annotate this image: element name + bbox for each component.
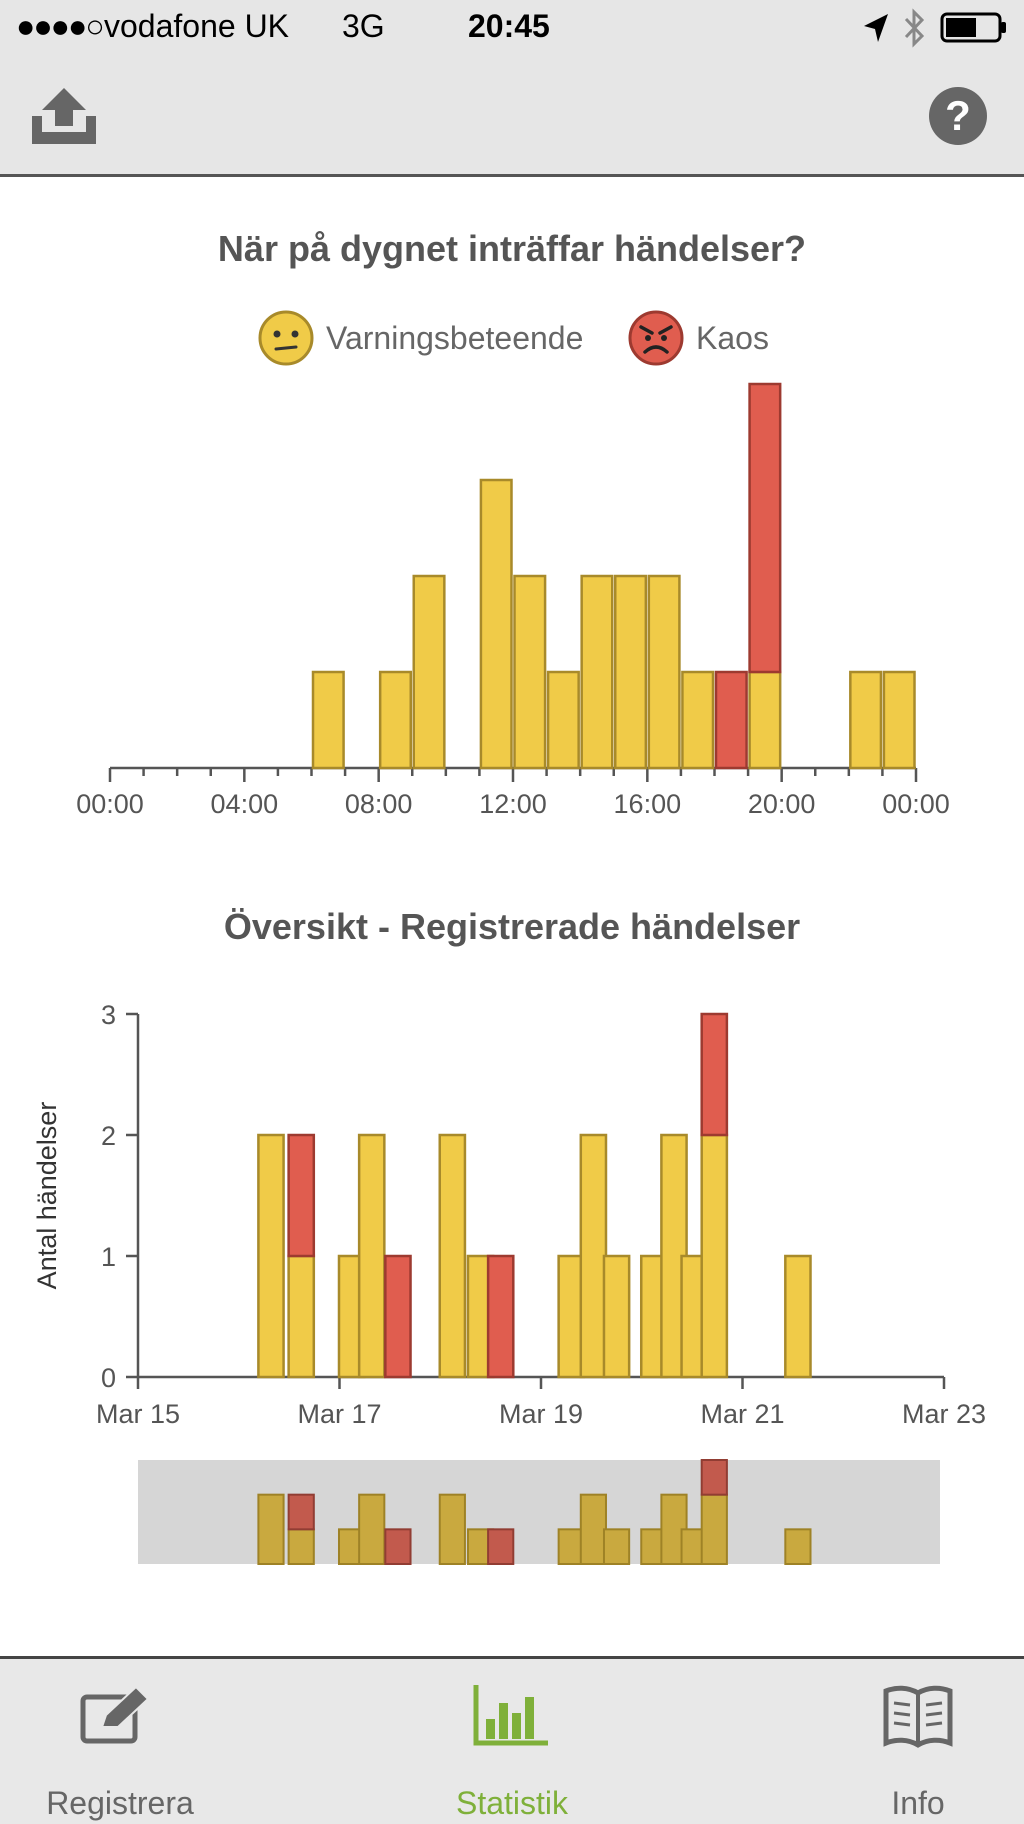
hourly-x-tick-label: 08:00 (345, 789, 413, 819)
tab-statistik[interactable]: Statistik (392, 1659, 632, 1824)
legend-item-chaos[interactable]: Kaos (628, 310, 769, 366)
overview-chart-title: Översikt - Registrerade händelser (223, 906, 801, 947)
bar-varningsbeteende (579, 1133, 608, 1379)
hourly-x-axis (108, 766, 918, 782)
bar-varningsbeteende (311, 670, 345, 770)
bluetooth-icon (904, 8, 925, 48)
clock: 20:45 (468, 8, 550, 44)
x-tick-label: Mar 15 (96, 1399, 180, 1429)
bar-varningsbeteende (257, 1133, 285, 1379)
hourly-x-tick-label: 12:00 (479, 789, 547, 819)
overview-bar-kaos (700, 1459, 728, 1496)
hourly-x-tick-label: 04:00 (211, 789, 279, 819)
bar-chart-icon (473, 1685, 548, 1746)
y-axis-label: Antal händelser (32, 1102, 62, 1290)
location-arrow-icon (864, 14, 888, 42)
bar-varningsbeteende (849, 670, 883, 770)
bar-varningsbeteende (882, 670, 916, 770)
bar-varningsbeteende (784, 1254, 812, 1379)
status-bar: ●●●●○ vodafone UK 3G 20:45 (0, 0, 1024, 56)
bar-varningsbeteende (479, 478, 513, 770)
tab-label-info: Info (891, 1785, 945, 1821)
overview-bar-varningsbeteende (579, 1493, 607, 1565)
overview-bar-kaos (487, 1528, 515, 1565)
svg-text:?: ? (945, 92, 971, 139)
bar-varningsbeteende (412, 574, 446, 770)
bar-varningsbeteende (647, 574, 681, 770)
bar-kaos (287, 1133, 316, 1258)
overview-bar-varningsbeteende (784, 1528, 812, 1565)
help-icon[interactable]: ? (928, 86, 988, 146)
legend-label-warning: Varningsbeteende (326, 319, 584, 356)
tab-info[interactable]: Info (798, 1659, 1024, 1824)
confused-face-icon (258, 310, 314, 366)
hourly-histogram-chart: 00:00 04:00 08:00 12:00 16:00 20:00 00:00 (76, 382, 950, 819)
tab-label-registrera: Registrera (46, 1785, 194, 1821)
tab-label-statistik: Statistik (455, 1785, 569, 1821)
daily-axes (126, 1012, 946, 1389)
y-tick-label: 2 (101, 1121, 116, 1151)
y-tick-label: 1 (101, 1242, 116, 1272)
bar-varningsbeteende (357, 1133, 386, 1379)
overview-brush (138, 1459, 940, 1565)
bar-varningsbeteende (287, 1254, 316, 1379)
overview-bar-varningsbeteende (602, 1528, 631, 1565)
bar-varningsbeteende (378, 670, 412, 770)
hourly-x-tick-label: 16:00 (614, 789, 682, 819)
carrier-name: vodafone UK (104, 8, 290, 44)
book-icon (883, 1685, 953, 1748)
hourly-x-tick-label: 20:00 (748, 789, 816, 819)
y-tick-label: 0 (101, 1363, 116, 1393)
angry-face-icon (628, 310, 684, 366)
network-type: 3G (342, 8, 385, 44)
daily-events-chart: Antal händelser 0 1 2 3 Mar 15 Mar 17 Mar 19 Mar… (32, 1000, 986, 1565)
tab-registrera[interactable]: Registrera (0, 1659, 240, 1824)
overview-bar-kaos (384, 1528, 412, 1565)
bar-varningsbeteende (513, 574, 547, 770)
overview-bar-varningsbeteende (358, 1493, 386, 1565)
battery-icon (940, 12, 1006, 43)
overview-bar-varningsbeteende (287, 1528, 315, 1565)
bar-varningsbeteende (438, 1133, 467, 1379)
overview-bar-kaos (287, 1493, 315, 1531)
nav-bar: ? (0, 56, 1024, 177)
overview-bar-varningsbeteende (700, 1493, 728, 1565)
hourly-x-tick-label: 00:00 (76, 789, 144, 819)
legend-label-chaos: Kaos (696, 319, 769, 356)
x-tick-label: Mar 21 (700, 1399, 784, 1429)
tab-bar: Registrera Statistik Info (0, 1656, 1024, 1824)
edit-icon (80, 1685, 150, 1744)
x-tick-label: Mar 19 (499, 1399, 583, 1429)
bar-varningsbeteende (748, 670, 782, 770)
bar-varningsbeteende (614, 574, 648, 770)
overview-bar-varningsbeteende (438, 1493, 466, 1565)
bar-kaos (714, 670, 748, 770)
hourly-x-tick-label: 00:00 (882, 789, 950, 819)
hourly-chart-title: När på dygnet inträffar händelser? (217, 228, 807, 269)
bar-kaos (486, 1254, 515, 1379)
bar-kaos (748, 382, 782, 674)
bar-varningsbeteende (580, 574, 614, 770)
share-upload-icon[interactable] (28, 86, 100, 146)
x-tick-label: Mar 23 (902, 1399, 986, 1429)
bar-kaos (384, 1254, 412, 1379)
overview-bar-varningsbeteende (257, 1493, 285, 1565)
bar-varningsbeteende (546, 670, 580, 770)
bar-varningsbeteende (700, 1133, 729, 1379)
x-tick-label: Mar 17 (297, 1399, 381, 1429)
bar-kaos (700, 1012, 729, 1137)
bar-varningsbeteende (602, 1254, 631, 1379)
bar-varningsbeteende (681, 670, 715, 770)
signal-indicator: ●●●●○ (16, 8, 105, 44)
legend-item-warning[interactable]: Varningsbeteende (258, 310, 583, 366)
y-tick-label: 3 (101, 1000, 116, 1030)
